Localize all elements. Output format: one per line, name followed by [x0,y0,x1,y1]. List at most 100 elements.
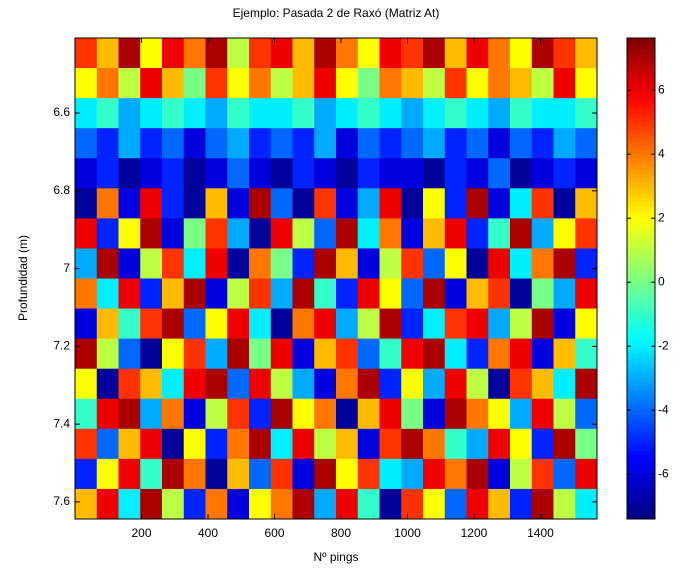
heatmap-cell [466,338,489,370]
heatmap-cell [227,488,250,520]
colorbar-stripe [627,166,655,171]
heatmap-cell [575,218,598,249]
heatmap-cell [162,248,185,279]
heatmap-cell [488,158,511,189]
heatmap-cell [314,428,337,460]
heatmap-cell [531,428,554,460]
heatmap-cell [401,158,424,189]
heatmap-cell [75,188,98,219]
colorbar-stripe [627,242,655,247]
heatmap-cell [162,488,185,520]
colorbar-stripe [627,442,655,448]
heatmap-cell [118,428,141,460]
colorbar-stripe [627,110,655,115]
colorbar-stripe [627,302,655,308]
heatmap-cell [140,248,163,279]
heatmap-cell [553,368,576,400]
heatmap-cell [423,248,446,279]
heatmap-cell [553,488,576,520]
heatmap-cell [531,98,554,129]
colorbar-stripe [627,174,655,179]
heatmap-cell [466,128,489,159]
heatmap-cell [314,458,337,490]
x-tick-label: 1000 [394,526,421,540]
heatmap-cell [357,308,380,340]
colorbar-stripe [627,66,655,71]
heatmap-cell [227,428,250,460]
heatmap-cell [270,98,293,129]
heatmap-cell [75,338,98,370]
heatmap-cell [75,458,98,490]
heatmap-cell [401,458,424,490]
colorbar-stripe [627,334,655,340]
heatmap-cell [314,68,337,99]
heatmap-cell [510,188,533,219]
heatmap-cell [553,68,576,99]
colorbar-stripe [627,374,655,380]
heatmap-cell [162,218,185,249]
heatmap-cell [423,398,446,430]
colorbar-stripe [627,198,655,203]
heatmap-cell [575,338,598,370]
colorbar-stripe [627,262,655,267]
heatmap-cell [227,188,250,219]
heatmap-cell [466,248,489,279]
heatmap-cell [466,38,489,69]
heatmap-cell [444,368,467,400]
colorbar-stripe [627,114,655,119]
heatmap-cell [423,98,446,129]
heatmap-cell [118,398,141,430]
colorbar-stripe [627,438,655,444]
heatmap-cell [140,368,163,400]
heatmap-cell [444,338,467,370]
heatmap-cell [140,398,163,430]
heatmap-cell [575,368,598,400]
colorbar-stripe [627,390,655,396]
heatmap-cell [488,458,511,490]
heatmap-cell [140,308,163,340]
colorbar-stripe [627,454,655,460]
colorbar-stripe [627,254,655,259]
heatmap-cell [75,98,98,129]
heatmap-cell [183,308,206,340]
colorbar-stripe [627,286,655,292]
heatmap-cell [249,248,272,279]
colorbar-stripe [627,90,655,95]
heatmap-cell [270,68,293,99]
heatmap-cell [423,338,446,370]
colorbar-stripe [627,186,655,191]
heatmap-cell [553,338,576,370]
heatmap-cell [357,488,380,520]
heatmap-cell [205,188,228,219]
heatmap-cell [510,428,533,460]
heatmap-cell [444,428,467,460]
colorbar-stripe [627,278,655,284]
heatmap-cell [379,338,402,370]
colorbar-stripe [627,46,655,51]
heatmap-cell [423,218,446,249]
heatmap-cell [75,398,98,430]
heatmap-cell [292,218,315,249]
heatmap-cell [118,218,141,249]
colorbar-stripe [627,178,655,183]
colorbar-stripe [627,314,655,320]
heatmap-cell [444,218,467,249]
y-tick-label: 6.6 [53,105,70,119]
colorbar-stripe [627,122,655,127]
heatmap-cell [96,428,119,460]
heatmap-cell [423,38,446,69]
heatmap-cell [488,428,511,460]
heatmap-cell [205,458,228,490]
heatmap-cell [510,488,533,520]
colorbar-stripe [627,74,655,79]
heatmap-cell [227,368,250,400]
x-tick-label: 600 [264,526,284,540]
colorbar-stripe [627,490,655,496]
heatmap-cell [314,98,337,129]
heatmap-cell [314,38,337,69]
heatmap-cell [140,428,163,460]
heatmap-cell [423,158,446,189]
colorbar-stripe [627,222,655,227]
colorbar-stripe [627,62,655,67]
heatmap-cell [423,488,446,520]
